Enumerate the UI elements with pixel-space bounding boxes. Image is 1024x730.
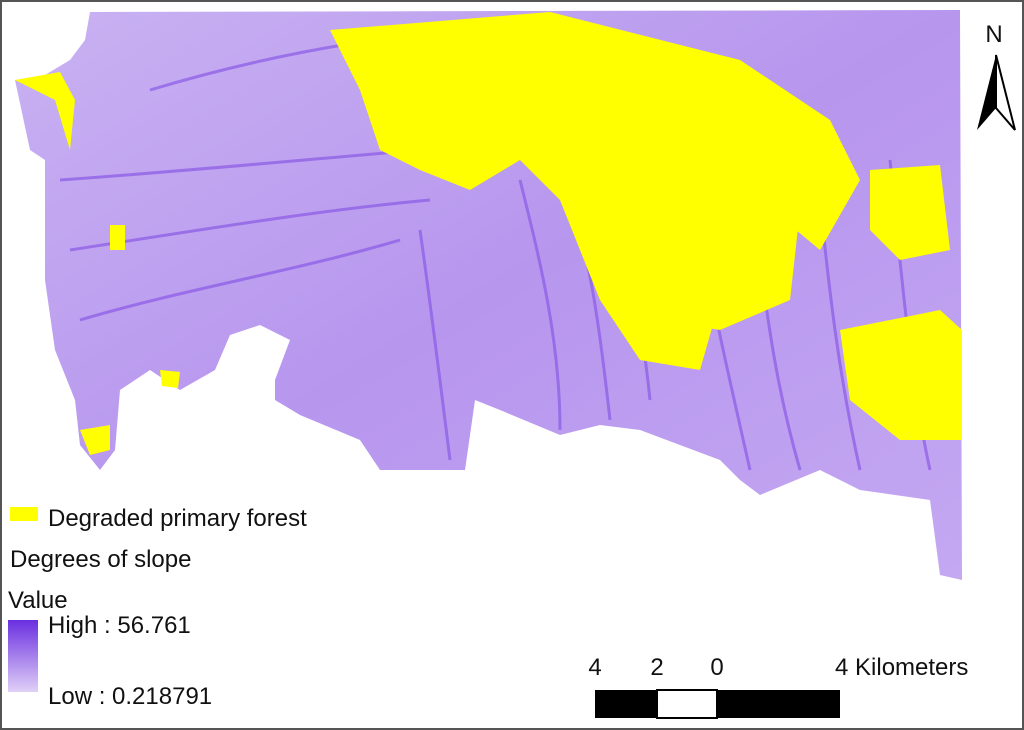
north-arrow: N (977, 21, 1016, 131)
legend-label: Degraded primary forest (48, 505, 307, 532)
north-label: N (985, 21, 1002, 48)
color-ramp (8, 620, 38, 692)
high-label: High : 56.761 (48, 612, 191, 639)
scale-bar: 4 2 0 4 Kilometers (588, 654, 968, 719)
scale-label: 4 (588, 654, 601, 681)
degraded-forest-patches (15, 12, 962, 455)
legend: Degraded primary forest Degrees of slope… (8, 505, 307, 710)
value-heading: Value (8, 587, 68, 614)
scale-label: 0 (710, 654, 723, 681)
low-label: Low : 0.218791 (48, 683, 212, 710)
legend-swatch (10, 507, 38, 521)
scale-label: 2 (650, 654, 663, 681)
scale-label: 4 Kilometers (835, 654, 968, 681)
raster-title: Degrees of slope (10, 546, 191, 573)
